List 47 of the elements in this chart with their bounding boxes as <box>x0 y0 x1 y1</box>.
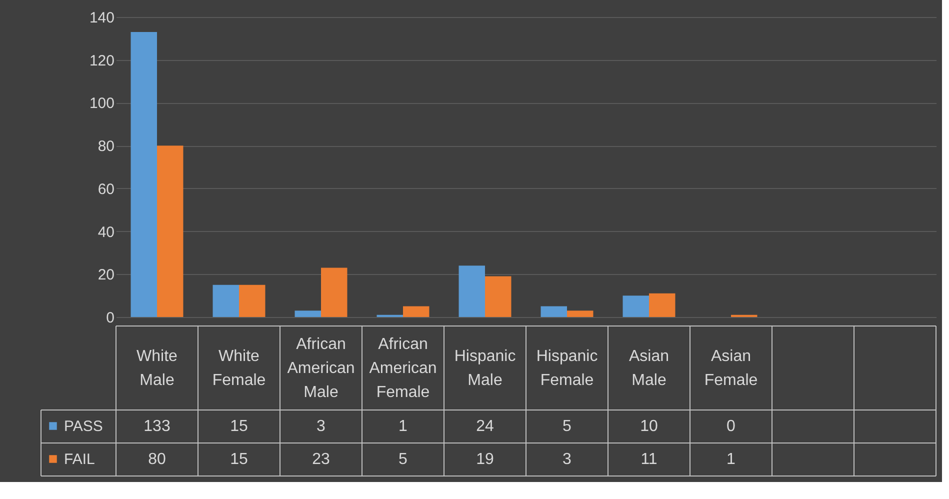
x-tick-label: White Female <box>212 348 266 389</box>
legend-label: PASS <box>64 418 103 435</box>
y-tick-label: 140 <box>89 10 114 26</box>
data-label: 3 <box>316 418 326 435</box>
x-tick-label: Asian Female <box>704 348 758 389</box>
data-label: 15 <box>230 451 248 468</box>
data-label: 5 <box>562 418 572 435</box>
bar <box>130 32 157 317</box>
data-label: 24 <box>476 418 494 435</box>
data-label: 5 <box>398 451 408 468</box>
legend-label: FAIL <box>64 451 95 468</box>
bar <box>157 146 184 317</box>
data-label: 10 <box>640 418 658 435</box>
data-label: 15 <box>230 418 248 435</box>
data-label: 23 <box>312 451 330 468</box>
data-label: 1 <box>726 451 736 468</box>
bar <box>567 310 594 317</box>
bar <box>294 310 321 317</box>
bar <box>403 306 430 317</box>
data-label: 80 <box>148 451 166 468</box>
y-tick-label: 60 <box>98 180 114 198</box>
bar <box>212 284 239 317</box>
y-tick-label: 20 <box>98 266 114 284</box>
y-tick-label: 120 <box>89 52 114 70</box>
y-tick-label: 40 <box>98 224 114 241</box>
y-tick-label: 100 <box>89 95 114 112</box>
data-label: 133 <box>144 418 170 435</box>
y-tick-label: 0 <box>106 310 114 326</box>
x-tick-label: African American Female <box>369 336 437 401</box>
bar <box>458 266 485 317</box>
x-tick-label: Hispanic Female <box>536 348 598 389</box>
data-label: 1 <box>398 418 408 435</box>
data-label: 0 <box>726 418 736 435</box>
x-tick-label: Hispanic Male <box>454 348 516 389</box>
x-tick-label: Asian Male <box>628 348 670 389</box>
data-label: 11 <box>640 451 658 468</box>
data-label: 3 <box>562 451 572 468</box>
x-tick-label: African American Male <box>287 336 355 401</box>
bar <box>239 284 266 317</box>
bar <box>485 276 512 317</box>
bar <box>540 306 567 317</box>
data-label: 19 <box>476 451 494 468</box>
bar <box>649 293 676 317</box>
bar <box>622 296 649 317</box>
y-tick-label: 80 <box>98 138 114 156</box>
bar <box>321 268 348 317</box>
x-tick-label: White Male <box>136 348 178 389</box>
